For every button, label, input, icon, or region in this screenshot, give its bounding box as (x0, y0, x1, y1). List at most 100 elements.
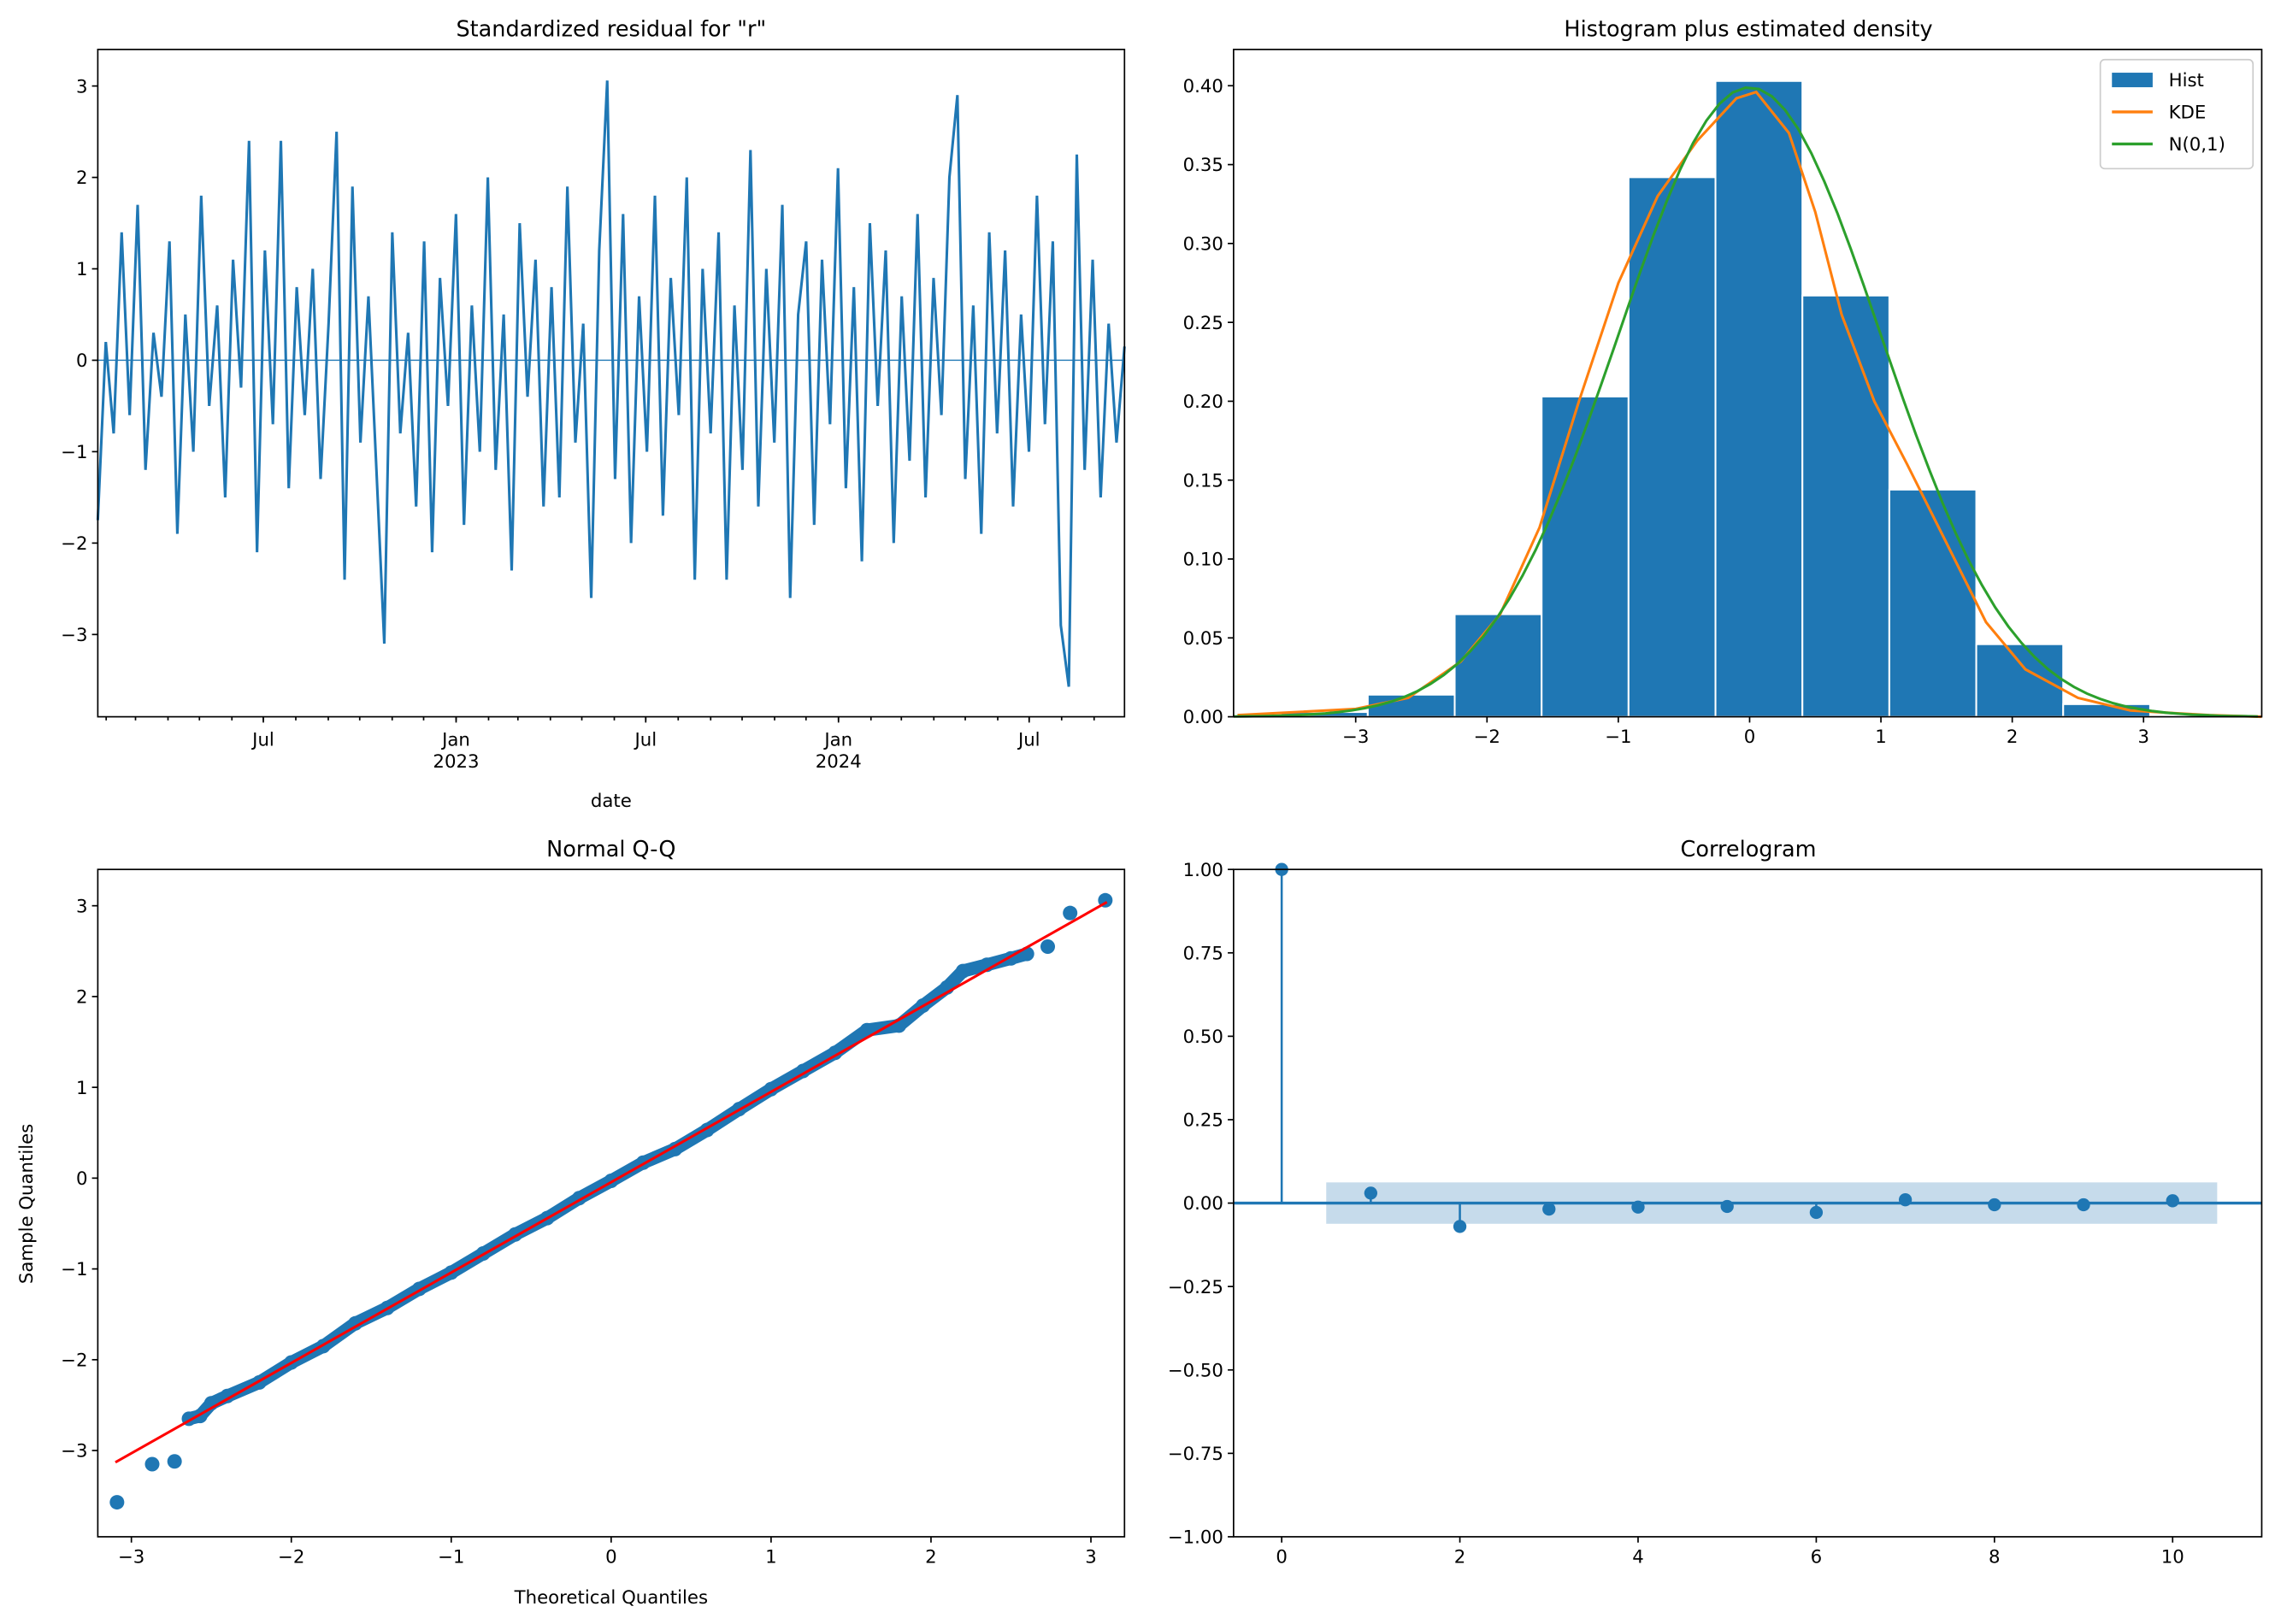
y-tick-label: 0.75 (1183, 943, 1223, 964)
y-tick-label: 3 (76, 896, 88, 917)
qq-point (955, 963, 970, 979)
y-tick-label: 0.00 (1183, 707, 1223, 728)
x-tick-label: 0 (1276, 1547, 1288, 1568)
residual-title: Standardized residual for "r" (456, 17, 766, 43)
y-tick-label: 0.25 (1183, 1110, 1223, 1132)
qq-point (1040, 939, 1056, 954)
x-tick-label: 8 (1989, 1547, 2001, 1568)
y-tick-label: 0.35 (1183, 155, 1223, 176)
qq-point (167, 1454, 182, 1469)
x-tick-label: −1 (438, 1547, 464, 1568)
y-tick-label: −2 (61, 533, 87, 555)
x-tick-label: Jul (633, 730, 657, 751)
acf-marker (1631, 1200, 1645, 1214)
acf-marker (1988, 1197, 2001, 1212)
correlogram-panel: Correlogram 0 2 4 6 8 10 −1.00 −0.75 −0.50 −0.25 0… (1168, 837, 2263, 1568)
y-tick-label: 0.15 (1183, 470, 1223, 491)
x-tick-label: 0 (605, 1547, 617, 1568)
x-tick-label: −1 (1605, 727, 1631, 748)
legend-hist-swatch (2112, 73, 2153, 88)
legend: Hist KDE N(0,1) (2099, 58, 2254, 170)
y-tick-label: 0 (76, 1168, 88, 1190)
y-tick-label: 0 (76, 350, 88, 372)
x-tick-label: −3 (118, 1547, 144, 1568)
histogram-bar (1627, 176, 1717, 718)
qq-point (144, 1456, 160, 1472)
legend-entry: KDE (2169, 103, 2207, 124)
x-tick-label: −3 (1342, 727, 1369, 748)
correlogram-title: Correlogram (1681, 837, 1817, 862)
qq-point (348, 1315, 363, 1331)
axes-frame (97, 48, 1126, 718)
axes-frame (1233, 868, 2263, 1538)
axes-frame (97, 868, 1126, 1538)
acf-marker (1809, 1205, 1824, 1220)
x-tick-label: 2 (2007, 727, 2019, 748)
qq-xlabel: Theoretical Quantiles (514, 1587, 708, 1609)
y-tick-label: 1 (76, 1078, 88, 1099)
x-tick-label: Jan (822, 730, 852, 751)
x-tick-label: 4 (1632, 1547, 1644, 1568)
histogram-bar (1714, 79, 1804, 718)
histogram-bar (1975, 643, 2065, 718)
histogram-bar (1453, 613, 1543, 718)
histogram-bar (1888, 488, 1977, 718)
qq-panel: Normal Q-Q Theoretical Quantiles Sample … (16, 837, 1126, 1609)
y-tick-label: 3 (76, 76, 88, 97)
x-tick-label: Jul (250, 730, 274, 751)
normal-density-line (1233, 86, 2258, 718)
y-tick-label: −0.50 (1168, 1360, 1223, 1381)
y-tick-label: 0.50 (1183, 1027, 1223, 1048)
y-tick-label: 0.00 (1183, 1193, 1223, 1215)
x-tick-label: 2 (1454, 1547, 1466, 1568)
x-tick-label: −2 (1474, 727, 1500, 748)
y-tick-label: −0.25 (1168, 1277, 1223, 1298)
histogram-title: Histogram plus estimated density (1564, 17, 1932, 43)
x-tick-label: 6 (1811, 1547, 1823, 1568)
y-tick-label: 0.20 (1183, 391, 1223, 413)
x-tick-label: Jul (1017, 730, 1040, 751)
histogram-bar (1801, 294, 1890, 718)
x-tick-label: −2 (278, 1547, 304, 1568)
y-tick-label: −0.75 (1168, 1444, 1223, 1465)
x-tick-year-label: 2023 (433, 751, 479, 773)
x-tick-label: 10 (2161, 1547, 2184, 1568)
x-tick-label: 3 (2137, 727, 2149, 748)
acf-marker (1898, 1193, 1913, 1207)
y-tick-label: −1.00 (1168, 1527, 1223, 1549)
y-tick-label: 0.10 (1183, 550, 1223, 571)
x-tick-label: 1 (1875, 727, 1887, 748)
acf-marker (1720, 1199, 1734, 1214)
x-tick-label: Jan (440, 730, 470, 751)
histogram-bar (1541, 395, 1630, 718)
histogram-panel: Histogram plus estimated density −3 −2 −1 0… (1183, 17, 2263, 748)
y-tick-label: 0.40 (1183, 76, 1223, 97)
qq-point (1063, 905, 1078, 921)
y-tick-label: 2 (76, 168, 88, 189)
acf-marker (2166, 1194, 2179, 1208)
qq-point (859, 1022, 875, 1038)
y-tick-label: 0.25 (1183, 313, 1223, 334)
axes-frame (1233, 48, 2263, 718)
x-tick-label: 0 (1744, 727, 1756, 748)
y-tick-label: 0.30 (1183, 234, 1223, 256)
qq-point (109, 1495, 125, 1510)
qq-title: Normal Q-Q (546, 837, 675, 862)
x-tick-label: 1 (765, 1547, 777, 1568)
qq-ylabel: Sample Quantiles (16, 1124, 38, 1284)
y-tick-label: −2 (61, 1350, 87, 1371)
y-tick-label: 2 (76, 987, 88, 1009)
y-tick-label: 0.05 (1183, 628, 1223, 650)
y-tick-label: −1 (61, 442, 87, 463)
acf-marker (2077, 1197, 2090, 1212)
legend-entry: Hist (2169, 70, 2204, 91)
y-tick-label: −3 (61, 625, 87, 646)
y-tick-label: 1.00 (1183, 860, 1223, 881)
acf-marker (1453, 1220, 1467, 1233)
legend-entry: N(0,1) (2169, 134, 2225, 156)
qq-reference-line (115, 901, 1108, 1464)
residual-panel: Standardized residual for "r" date Jul Ja… (61, 17, 1126, 812)
x-tick-label: 2 (925, 1547, 937, 1568)
y-tick-label: −1 (61, 1259, 87, 1280)
